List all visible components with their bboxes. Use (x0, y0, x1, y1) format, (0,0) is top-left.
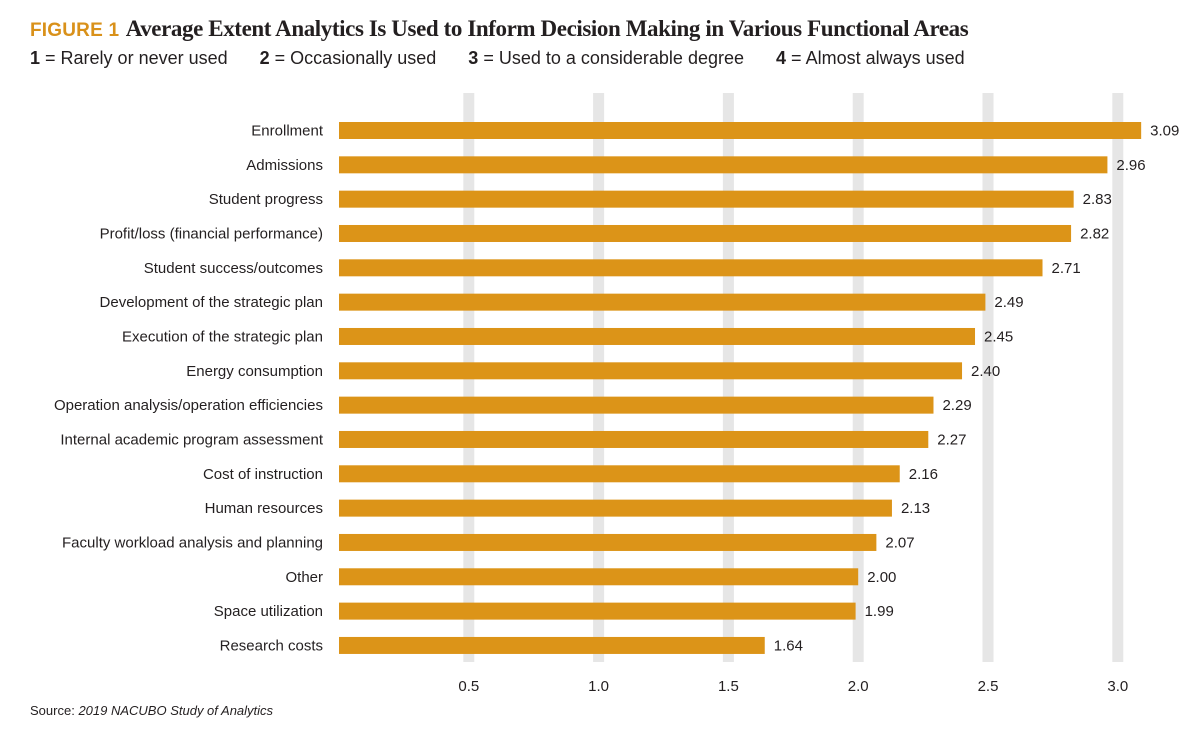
value-label: 2.00 (867, 569, 896, 586)
bar (339, 602, 856, 620)
scale-legend-item-4: 4 = Almost always used (776, 48, 965, 68)
value-label: 2.49 (994, 294, 1023, 311)
value-label: 1.99 (865, 603, 894, 620)
category-label: Internal academic program assessment (60, 431, 323, 448)
bar (339, 636, 765, 654)
gridline (982, 93, 994, 662)
category-label: Student progress (209, 191, 323, 208)
x-tick-label: 1.5 (718, 678, 739, 695)
bar (339, 533, 877, 551)
value-label: 2.71 (1052, 260, 1081, 277)
category-label: Development of the strategic plan (100, 294, 323, 311)
category-label: Execution of the strategic plan (122, 328, 323, 345)
scale-key: 4 (776, 48, 787, 68)
title-line: FIGURE 1 Average Extent Analytics Is Use… (30, 14, 992, 47)
bar (339, 224, 1072, 242)
scale-key: 2 (259, 48, 270, 68)
scale-key: 3 (468, 48, 479, 68)
scale-text: = Occasionally used (274, 48, 437, 68)
value-label: 2.40 (971, 363, 1000, 380)
category-label: Student success/outcomes (144, 260, 323, 277)
figure-label: FIGURE 1 (30, 20, 120, 41)
category-label: Human resources (205, 500, 323, 517)
scale-legend: 1 = Rarely or never used 2 = Occasionall… (30, 48, 992, 69)
value-label: 2.29 (942, 397, 971, 414)
value-label: 2.96 (1116, 157, 1145, 174)
x-axis-ticks: 0.5 1.0 1.5 2.0 2.5 3.0 (458, 678, 1128, 695)
bar (339, 190, 1074, 208)
value-label: 2.83 (1083, 191, 1112, 208)
scale-text: = Almost always used (791, 48, 965, 68)
bar (339, 568, 859, 586)
source-note: Source: 2019 NACUBO Study of Analytics (30, 703, 273, 718)
chart-title: Average Extent Analytics Is Used to Info… (125, 16, 969, 41)
x-tick-label: 1.0 (588, 678, 609, 695)
value-label: 3.09 (1150, 123, 1179, 140)
bar (339, 499, 892, 517)
value-label: 2.27 (937, 431, 966, 448)
category-label: Enrollment (251, 123, 324, 140)
category-label: Cost of instruction (203, 466, 323, 483)
source-label: Source: (30, 703, 75, 718)
value-label: 2.07 (885, 534, 914, 551)
value-labels: 3.09 2.962.83 2.82 2.71 2.49 2.45 2.402.29 2.27… (774, 123, 1180, 655)
bar (339, 396, 934, 414)
value-label: 2.13 (901, 500, 930, 517)
category-labels: Enrollment Admissions Student progress Prof… (54, 123, 324, 655)
x-tick-label: 0.5 (458, 678, 479, 695)
bar (339, 122, 1142, 139)
value-label: 2.45 (984, 328, 1013, 345)
category-label: Operation analysis/operation efficiencie… (54, 397, 323, 414)
bar (339, 156, 1108, 174)
scale-legend-item-3: 3 = Used to a considerable degree (468, 48, 744, 68)
value-label: 2.16 (909, 466, 938, 483)
value-label: 2.82 (1080, 225, 1109, 242)
category-label: Energy consumption (186, 363, 323, 380)
bar (339, 362, 963, 380)
category-label: Other (285, 569, 323, 586)
category-label: Research costs (220, 637, 323, 654)
scale-legend-item-1: 1 = Rarely or never used (30, 48, 228, 68)
x-tick-label: 2.5 (978, 678, 999, 695)
category-label: Admissions (246, 157, 323, 174)
bar (339, 259, 1043, 277)
category-label: Space utilization (214, 603, 323, 620)
scale-text: = Rarely or never used (45, 48, 228, 68)
bars (339, 122, 1142, 654)
source-text: 2019 NACUBO Study of Analytics (78, 703, 274, 718)
value-label: 1.64 (774, 637, 803, 654)
bar (339, 430, 929, 448)
category-label: Faculty workload analysis and planning (62, 534, 323, 551)
bar (339, 327, 976, 345)
chart-header: FIGURE 1 Average Extent Analytics Is Use… (30, 14, 992, 69)
gridline (1112, 93, 1124, 662)
scale-legend-item-2: 2 = Occasionally used (260, 48, 437, 68)
x-tick-label: 3.0 (1107, 678, 1128, 695)
x-tick-label: 2.0 (848, 678, 869, 695)
bar (339, 293, 986, 311)
scale-key: 1 (30, 48, 41, 68)
bar (339, 465, 900, 483)
scale-text: = Used to a considerable degree (483, 48, 744, 68)
category-label: Profit/loss (financial performance) (100, 225, 323, 242)
